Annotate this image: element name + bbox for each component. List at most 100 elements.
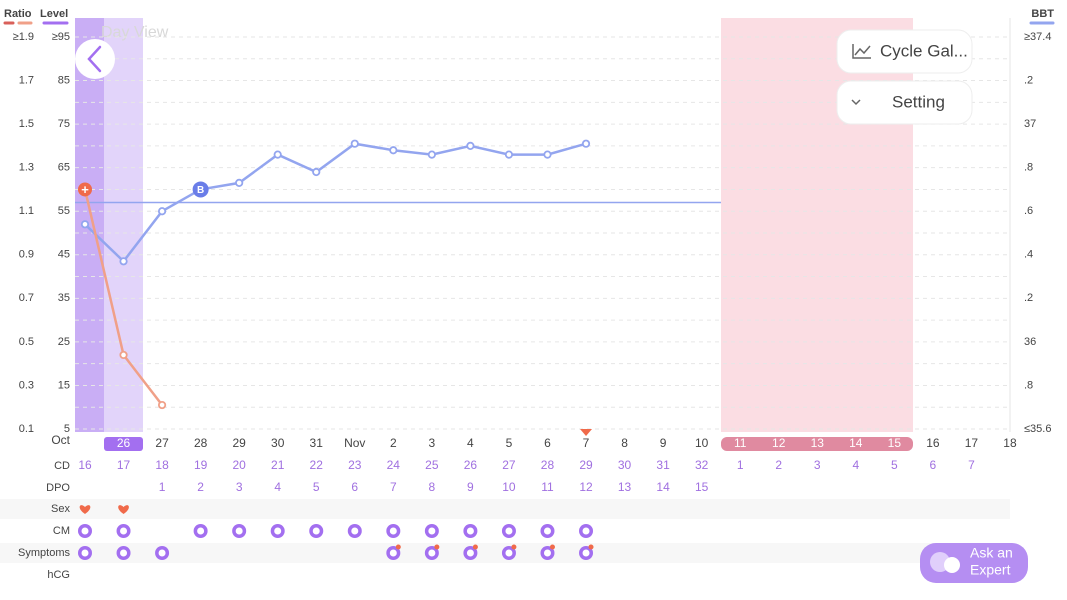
date-label: 10 — [695, 436, 709, 450]
icon-inner — [543, 527, 551, 535]
dpo-label: 10 — [502, 480, 516, 494]
cd-label: 28 — [541, 458, 555, 472]
date-label: 16 — [926, 436, 940, 450]
cd-label: 23 — [348, 458, 362, 472]
icon-dot — [511, 544, 517, 550]
series-line — [84, 142, 587, 264]
date-label: 28 — [194, 436, 208, 450]
ratio-tick-label: 1.1 — [19, 205, 34, 217]
back-button[interactable] — [75, 39, 115, 79]
cycle-button[interactable]: Cycle Gal... — [836, 29, 973, 74]
level-tick-label: 85 — [58, 74, 70, 86]
month-label: Oct — [51, 433, 70, 447]
expert-button[interactable]: Ask an Expert — [920, 543, 1028, 583]
setting-button-bg[interactable] — [836, 80, 973, 125]
cd-label: 22 — [310, 458, 324, 472]
dpo-label: 12 — [579, 480, 593, 494]
date-label: 11 — [734, 436, 747, 450]
dpo-label: 1 — [159, 480, 166, 494]
dpo-label: 2 — [197, 480, 204, 494]
legend-label: Level — [40, 8, 68, 20]
data-point — [157, 207, 167, 216]
bbt-tick-label: ≥37.4 — [1024, 31, 1051, 43]
level-tick-label: 5 — [64, 423, 70, 435]
ratio-tick-label: 0.7 — [19, 292, 34, 304]
expert-label[interactable]: Ask an — [970, 545, 1013, 561]
dpo-label: 14 — [656, 480, 670, 494]
icon-inner — [582, 527, 590, 535]
level-tick-label: 35 — [58, 292, 70, 304]
bbt-tick-label: 37 — [1024, 118, 1036, 130]
icon-dot — [395, 544, 401, 550]
icon-inner — [582, 549, 590, 557]
data-point — [273, 150, 282, 159]
bbt-tick-label: .2 — [1024, 292, 1033, 304]
data-point — [119, 257, 128, 266]
date-label: 30 — [271, 436, 285, 450]
dpo-label: 8 — [429, 480, 436, 494]
icon-dot — [472, 544, 478, 550]
expert-button-bg[interactable] — [920, 543, 1028, 583]
icon-inner — [81, 549, 89, 557]
cycle-button-bg[interactable] — [836, 29, 973, 74]
row-label: DPO — [46, 482, 70, 494]
icon-inner — [389, 549, 397, 557]
ratio-tick-label: 0.5 — [19, 336, 34, 348]
date-label: 8 — [621, 436, 628, 450]
ratio-tick-label: 1.5 — [19, 118, 34, 130]
row-stripe — [0, 499, 1010, 519]
icon-inner — [235, 527, 243, 535]
icon-inner — [505, 527, 513, 535]
cycle-button-label[interactable]: Cycle Gal... — [880, 41, 968, 60]
ratio-tick-label: 0.1 — [19, 423, 34, 435]
dpo-label: 7 — [390, 480, 397, 494]
data-point — [427, 150, 436, 159]
chart-icon[interactable] — [852, 44, 871, 59]
cd-label: 17 — [117, 458, 131, 472]
level-tick-label: 15 — [58, 379, 70, 391]
cd-label: 32 — [695, 458, 709, 472]
bbt-tick-label: .2 — [1024, 74, 1033, 86]
data-point — [157, 400, 167, 410]
bbt-tick-label: .8 — [1024, 162, 1033, 174]
date-label: 12 — [772, 436, 786, 450]
dpo-label: 6 — [351, 480, 358, 494]
ratio-marker-label: + — [81, 182, 89, 197]
chevron-icon[interactable] — [851, 99, 861, 106]
back-button-bg[interactable] — [75, 39, 115, 79]
cd-label: 24 — [387, 458, 401, 472]
dpo-label: 13 — [618, 480, 632, 494]
cd-label: 6 — [930, 458, 937, 472]
icon-inner — [197, 527, 205, 535]
setting-button[interactable]: Setting — [836, 80, 973, 125]
level-tick-label: 45 — [58, 249, 70, 261]
bbt-tick-label: ≤35.6 — [1024, 423, 1051, 435]
setting-button-label[interactable]: Setting — [892, 92, 945, 111]
icon-inner — [466, 549, 474, 557]
dpo-label: 11 — [541, 480, 554, 494]
row-label: Sex — [51, 503, 70, 515]
dpo-label: 15 — [695, 480, 709, 494]
row-label: Symptoms — [18, 547, 70, 559]
ratio-tick-label: 1.3 — [19, 162, 34, 174]
ratio-tick-label: 0.9 — [19, 249, 34, 261]
icon-inner — [120, 527, 128, 535]
date-label: 29 — [232, 436, 246, 450]
cd-label: 16 — [78, 458, 92, 472]
expert-label[interactable]: Expert — [970, 562, 1011, 578]
sex-icon — [118, 505, 129, 514]
bbt-tick-label: .4 — [1024, 249, 1033, 261]
date-label: 14 — [849, 436, 863, 450]
cd-label: 31 — [656, 458, 670, 472]
cd-label: 29 — [579, 458, 593, 472]
cd-label: 20 — [232, 458, 246, 472]
data-point — [312, 167, 321, 177]
row-label: CM — [53, 525, 70, 537]
back-icon[interactable] — [87, 45, 102, 73]
icon-dot — [588, 544, 594, 550]
expert-icon[interactable] — [944, 557, 960, 573]
date-label: 2 — [390, 436, 397, 450]
predicted-date-pill — [721, 437, 913, 451]
bbt-tick-label: 36 — [1024, 336, 1036, 348]
date-label: 3 — [429, 436, 436, 450]
